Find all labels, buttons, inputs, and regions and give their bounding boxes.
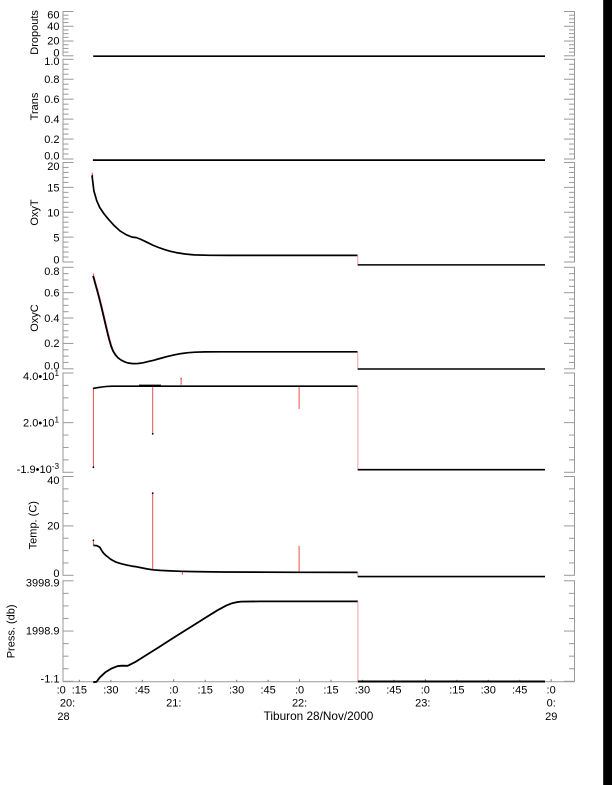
svg-text::30: :30 bbox=[103, 684, 118, 696]
svg-text:20:: 20: bbox=[60, 698, 75, 710]
svg-text:OxyT: OxyT bbox=[29, 199, 41, 226]
svg-text:0.8: 0.8 bbox=[44, 74, 59, 86]
svg-text:22:: 22: bbox=[292, 698, 307, 710]
svg-text:0: 0 bbox=[53, 254, 59, 266]
svg-text:0.0: 0.0 bbox=[44, 360, 59, 372]
svg-text:1.0: 1.0 bbox=[44, 56, 59, 68]
svg-text:Temp. (C): Temp. (C) bbox=[28, 501, 40, 549]
svg-text::30: :30 bbox=[355, 684, 370, 696]
svg-text:60: 60 bbox=[47, 9, 59, 21]
svg-text:0: 0 bbox=[53, 568, 59, 580]
svg-text::45: :45 bbox=[512, 684, 527, 696]
svg-text:15: 15 bbox=[47, 183, 59, 195]
svg-text:2.0•101: 2.0•101 bbox=[23, 416, 59, 430]
svg-text::15: :15 bbox=[198, 684, 213, 696]
svg-text::15: :15 bbox=[449, 684, 464, 696]
svg-text::45: :45 bbox=[260, 684, 275, 696]
svg-text:21:: 21: bbox=[166, 698, 181, 710]
svg-text:40: 40 bbox=[47, 21, 59, 33]
svg-text:0.8: 0.8 bbox=[44, 266, 59, 278]
svg-text:4.0•101: 4.0•101 bbox=[23, 369, 59, 383]
svg-text::0: :0 bbox=[169, 684, 178, 696]
svg-text:29: 29 bbox=[545, 711, 557, 723]
svg-text:1998.9: 1998.9 bbox=[26, 626, 60, 638]
svg-text:3998.9: 3998.9 bbox=[26, 578, 60, 590]
svg-text::0: :0 bbox=[421, 684, 430, 696]
svg-text:20: 20 bbox=[47, 36, 59, 48]
svg-text:-1.9•10-3: -1.9•10-3 bbox=[17, 462, 60, 476]
svg-text:0.2: 0.2 bbox=[44, 134, 59, 146]
svg-text:0.2: 0.2 bbox=[44, 338, 59, 350]
svg-text:20: 20 bbox=[47, 161, 59, 173]
svg-text::15: :15 bbox=[72, 684, 87, 696]
svg-text::30: :30 bbox=[481, 684, 496, 696]
svg-text:0.6: 0.6 bbox=[44, 94, 59, 106]
svg-text:Trans: Trans bbox=[29, 92, 41, 120]
svg-text::0: :0 bbox=[57, 684, 66, 696]
svg-text:10: 10 bbox=[47, 207, 59, 219]
svg-text:Press. (db): Press. (db) bbox=[6, 605, 18, 659]
svg-text::45: :45 bbox=[386, 684, 401, 696]
svg-text::30: :30 bbox=[229, 684, 244, 696]
svg-text::0: :0 bbox=[295, 684, 304, 696]
svg-text::45: :45 bbox=[135, 684, 150, 696]
svg-text:0.6: 0.6 bbox=[44, 287, 59, 299]
svg-text:5: 5 bbox=[53, 232, 59, 244]
svg-text::0: :0 bbox=[547, 684, 556, 696]
svg-text:0: 0 bbox=[53, 47, 59, 59]
svg-text:0.4: 0.4 bbox=[44, 313, 59, 325]
svg-text:0.4: 0.4 bbox=[44, 114, 59, 126]
svg-text:OxyC: OxyC bbox=[29, 304, 41, 332]
svg-text:0:: 0: bbox=[547, 698, 556, 710]
svg-text:-1.1: -1.1 bbox=[41, 673, 60, 685]
svg-text:23:: 23: bbox=[415, 698, 430, 710]
svg-text::15: :15 bbox=[323, 684, 338, 696]
svg-text:40: 40 bbox=[47, 475, 59, 487]
svg-text:28: 28 bbox=[57, 711, 69, 723]
svg-text:0.0: 0.0 bbox=[44, 151, 59, 163]
svg-text:Tiburon 28/Nov/2000: Tiburon 28/Nov/2000 bbox=[264, 709, 374, 723]
svg-text:20: 20 bbox=[47, 521, 59, 533]
svg-text:Dropouts: Dropouts bbox=[29, 10, 41, 55]
